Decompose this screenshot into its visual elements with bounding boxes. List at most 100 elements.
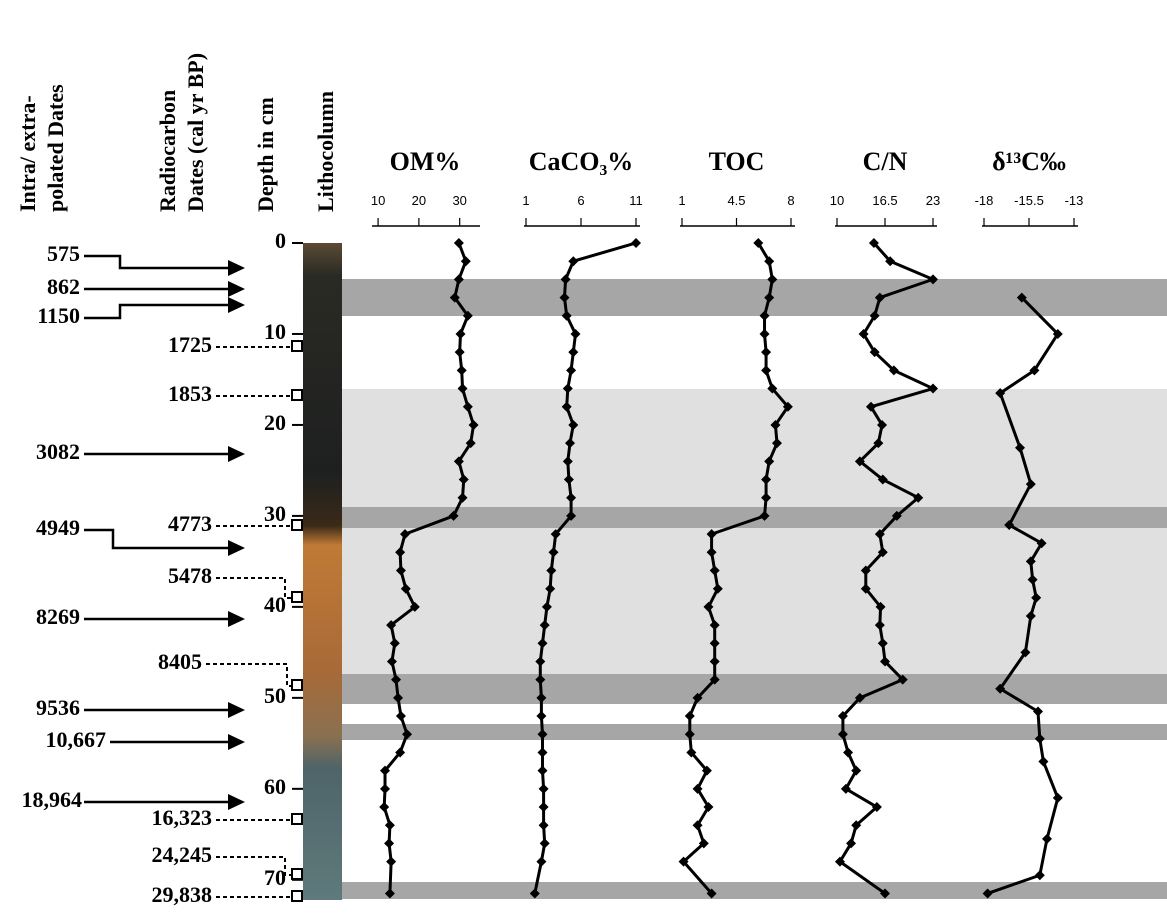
data-point [538, 783, 549, 794]
depth-tick-label: 40 [264, 592, 286, 617]
data-point [541, 601, 552, 612]
data-point [880, 656, 890, 667]
data-point [462, 310, 473, 321]
data-point [759, 310, 770, 321]
data-point [402, 729, 413, 740]
data-point [1025, 610, 1036, 621]
data-point [1025, 556, 1036, 567]
data-point [539, 838, 550, 849]
data-point [874, 292, 885, 303]
data-point [457, 383, 468, 394]
data-point [709, 674, 720, 685]
data-point [709, 656, 720, 667]
data-point [566, 510, 577, 521]
data-point [709, 565, 720, 576]
data-point [759, 510, 770, 521]
data-point [457, 492, 468, 503]
data-point [561, 310, 572, 321]
data-point [709, 620, 720, 631]
depth-tick-label: 20 [264, 410, 286, 435]
lithocolumn [303, 243, 342, 900]
data-point [761, 365, 772, 376]
data-point [843, 747, 854, 758]
data-point [538, 802, 549, 813]
data-point [393, 692, 404, 703]
data-point [764, 292, 775, 303]
data-point [764, 456, 775, 467]
data-point [1015, 442, 1025, 453]
date-label: 24,245 [152, 842, 213, 867]
data-point [995, 683, 1006, 694]
data-point [885, 256, 896, 267]
data-point [1033, 706, 1043, 717]
data-point [913, 492, 924, 503]
data-point [380, 783, 391, 794]
x-tick-label: -18 [975, 193, 994, 208]
data-point [995, 388, 1006, 399]
header: Radiocarbon [155, 90, 180, 212]
date-label: 5478 [168, 563, 212, 588]
panel-title: TOC [709, 147, 765, 176]
data-point [837, 729, 848, 740]
data-point [703, 601, 714, 612]
data-point [570, 328, 581, 339]
data-point [869, 310, 880, 321]
data-point [631, 238, 641, 248]
panel-title: OM% [390, 147, 461, 176]
data-point [409, 601, 420, 612]
data-point [537, 747, 548, 758]
data-point [712, 583, 723, 594]
data-point [537, 765, 548, 776]
panel-title: C/N [863, 147, 908, 176]
data-point [568, 419, 579, 430]
data-point [692, 783, 703, 794]
x-tick-label: 10 [371, 193, 385, 208]
data-point [875, 601, 886, 612]
x-tick-label: 11 [629, 193, 643, 208]
data-point [386, 620, 397, 631]
data-point [386, 656, 397, 667]
data-point [761, 347, 772, 358]
data-point [1034, 870, 1045, 881]
data-point [1016, 292, 1027, 303]
x-tick-label: -15.5 [1014, 193, 1044, 208]
data-point [877, 638, 888, 649]
data-point [453, 456, 464, 467]
data-point [868, 238, 879, 248]
data-point [858, 328, 869, 339]
date-label: 8269 [36, 604, 80, 629]
data-point [874, 529, 885, 540]
x-tick-label: 1 [678, 193, 685, 208]
data-point [851, 820, 862, 831]
data-point [982, 888, 993, 899]
date-label: 862 [47, 274, 80, 299]
data-point [458, 474, 469, 485]
date-label: 3082 [36, 439, 80, 464]
x-tick-label: 1 [522, 193, 529, 208]
data-point [560, 274, 571, 285]
data-point [767, 383, 778, 394]
date-label: 4949 [36, 515, 80, 540]
data-point [678, 856, 689, 867]
data-point [536, 692, 547, 703]
header: Dates (cal yr BP) [183, 53, 208, 212]
data-point [701, 765, 712, 776]
data-point [703, 802, 714, 813]
data-point [897, 674, 908, 685]
data-point [462, 401, 473, 412]
x-tick-label: 16.5 [872, 193, 897, 208]
date-label: 8405 [158, 649, 202, 674]
header: Lithocolumn [313, 91, 338, 212]
data-point [928, 383, 938, 394]
data-point [565, 438, 575, 449]
date-label: 575 [47, 241, 80, 266]
data-point [536, 856, 547, 867]
data-point [453, 238, 464, 248]
panel-title: CaCO₃% [529, 147, 634, 176]
data-point [877, 419, 888, 430]
data-point [400, 529, 411, 540]
data-point [928, 274, 938, 285]
data-point [880, 888, 890, 899]
data-point [395, 547, 406, 558]
